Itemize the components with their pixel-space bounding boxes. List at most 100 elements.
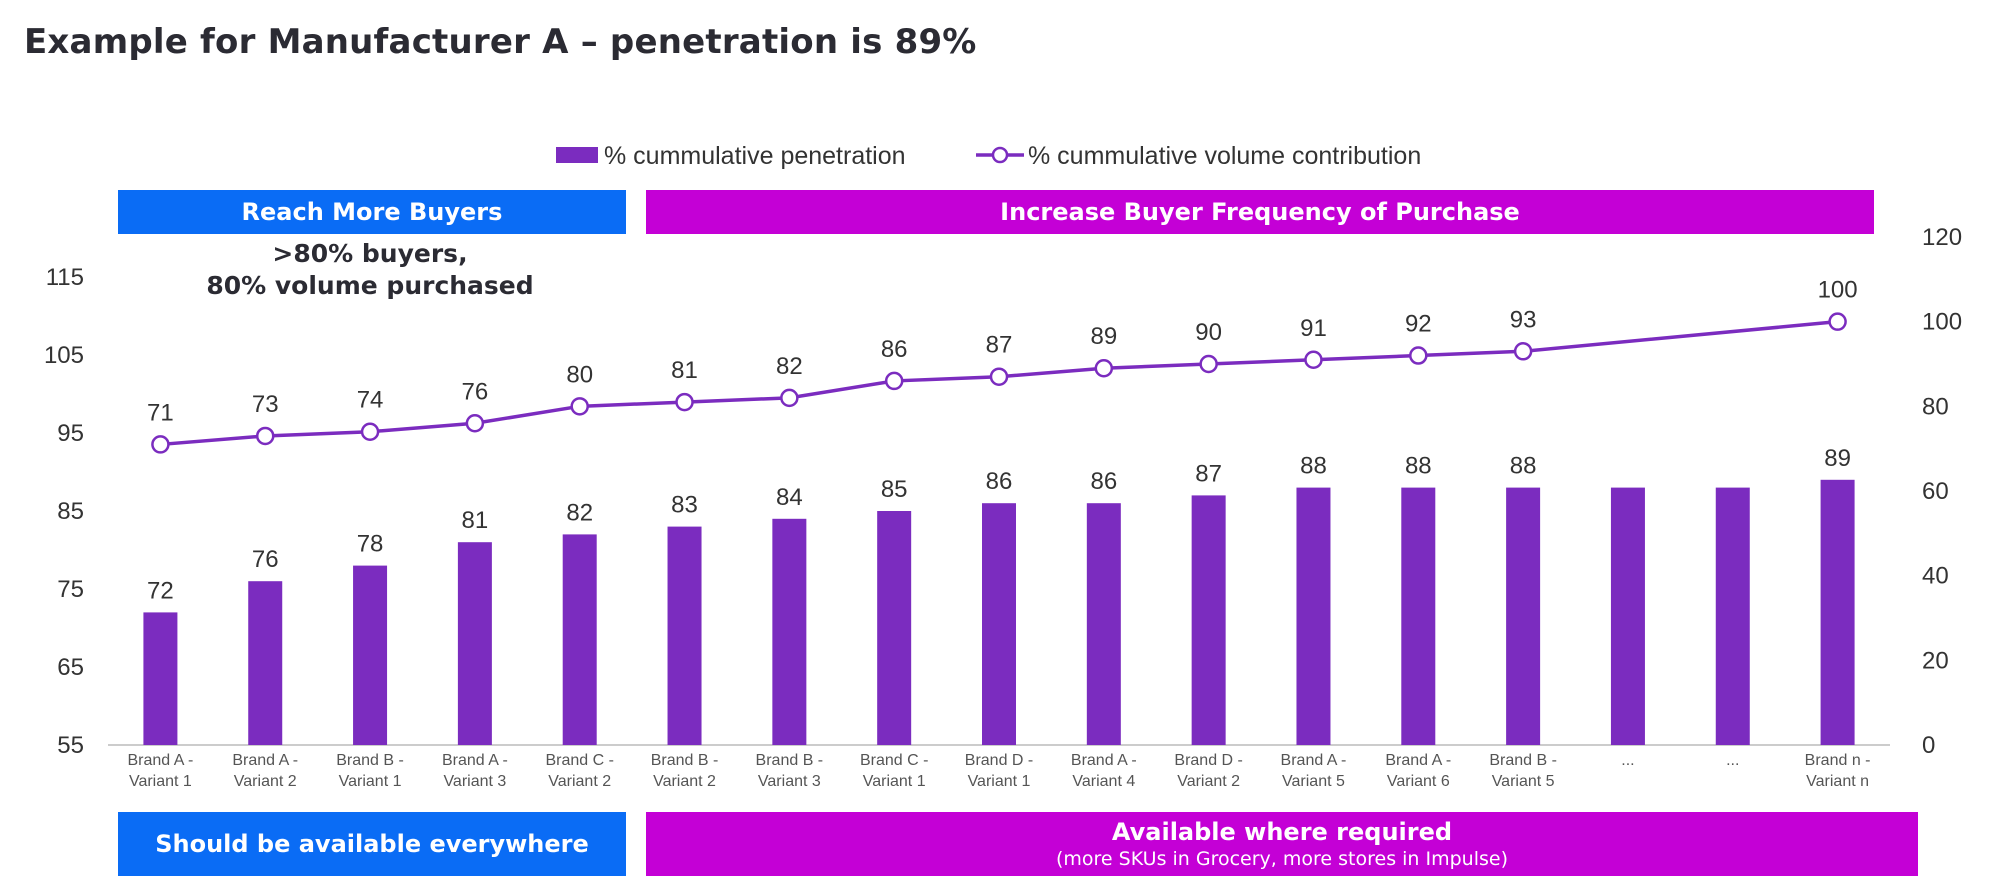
available-where-required-sublabel: (more SKUs in Grocery, more stores in Im… [1055, 848, 1508, 870]
penetration-bar [1506, 487, 1541, 745]
reach-more-buyers-banner: Reach More Buyers [118, 190, 626, 234]
volume-data-label: 80 [566, 361, 593, 388]
volume-data-label: 91 [1300, 315, 1327, 342]
penetration-bar [1086, 503, 1121, 745]
x-tick-label: Brand B - [336, 752, 404, 769]
volume-contribution-marker [884, 371, 904, 391]
y-right-tick-label: 80 [1922, 393, 1949, 420]
x-tick-label: Variant 6 [1387, 773, 1450, 790]
penetration-bar [1401, 487, 1436, 745]
volume-contribution-marker [465, 414, 485, 433]
y-left-tick-label: 75 [57, 576, 84, 603]
x-tick-label: Brand C - [545, 752, 613, 769]
available-where-required-banner: Available where required (more SKUs in G… [646, 812, 1918, 876]
penetration-bar [1610, 487, 1645, 745]
y-right-tick-label: 0 [1922, 732, 1935, 759]
x-tick-label: Variant 5 [1282, 773, 1345, 790]
volume-contribution-marker [151, 435, 170, 454]
x-tick-label: Variant 1 [968, 773, 1031, 790]
reach-more-buyers-label: Reach More Buyers [241, 198, 503, 226]
penetration-data-label: 86 [1090, 468, 1117, 495]
volume-contribution-marker [255, 426, 275, 446]
x-tick-label: Variant n [1806, 773, 1869, 790]
penetration-bar [562, 534, 597, 745]
penetration-bar [457, 542, 492, 745]
penetration-bar [353, 565, 388, 745]
y-left-tick-label: 55 [57, 732, 84, 759]
volume-data-label: 71 [147, 399, 174, 426]
volume-contribution-marker [1304, 350, 1323, 370]
x-tick-label: Variant 3 [758, 773, 821, 790]
x-tick-label: Variant 4 [1072, 773, 1135, 790]
volume-data-label: 74 [357, 387, 384, 414]
volume-data-label: 89 [1090, 323, 1117, 350]
legend-volume-label: % cummulative volume contribution [1028, 142, 1421, 170]
penetration-data-label: 88 [1300, 453, 1327, 480]
penetration-bar [1820, 479, 1855, 745]
volume-contribution-marker [675, 392, 694, 412]
annotation: >80% buyers, 80% volume purchased [200, 238, 540, 302]
y-right-tick-label: 60 [1922, 478, 1949, 505]
increase-frequency-label: Increase Buyer Frequency of Purchase [1000, 198, 1520, 226]
volume-contribution-marker [1409, 346, 1428, 365]
available-where-required-label: Available where required [1111, 818, 1453, 846]
x-tick-label: Brand D - [1174, 752, 1242, 769]
penetration-data-label: 89 [1824, 445, 1851, 472]
penetration-data-label: 86 [986, 468, 1013, 495]
volume-data-label: 90 [1195, 319, 1222, 346]
penetration-data-label: 72 [147, 577, 174, 604]
y-left-tick-label: 115 [46, 264, 84, 291]
available-everywhere-banner: Should be available everywhere [118, 812, 626, 876]
x-tick-label: Variant 2 [234, 773, 297, 790]
penetration-data-label: 83 [671, 492, 698, 519]
x-tick-label: Brand B - [756, 752, 824, 769]
x-tick-label: Variant 2 [653, 773, 716, 790]
penetration-data-label: 87 [1195, 460, 1222, 487]
legend-line-marker [991, 146, 1009, 164]
increase-frequency-banner: Increase Buyer Frequency of Purchase [646, 190, 1874, 234]
y-left-tick-label: 85 [57, 498, 84, 525]
penetration-bar [667, 526, 702, 745]
penetration-bar [982, 503, 1016, 745]
y-right-tick-label: 100 [1922, 309, 1962, 336]
x-tick-label: Brand C - [860, 752, 928, 769]
y-left-tick-label: 65 [57, 654, 84, 681]
volume-contribution-marker [780, 388, 799, 408]
penetration-data-label: 78 [357, 531, 384, 558]
annotation-line-1: >80% buyers, [272, 239, 468, 268]
y-right-tick-label: 20 [1922, 647, 1949, 674]
penetration-data-label: 85 [881, 476, 908, 503]
y-right-tick-label: 120 [1922, 224, 1962, 251]
x-tick-label: Brand B - [651, 752, 719, 769]
x-tick-label: Variant 3 [443, 773, 506, 790]
penetration-bar [877, 511, 912, 745]
x-tick-label: Brand A - [232, 752, 298, 769]
x-tick-label: Brand A - [1071, 752, 1137, 769]
x-tick-label: ... [1621, 752, 1634, 769]
volume-data-label: 86 [881, 336, 908, 363]
volume-data-label: 93 [1510, 306, 1537, 333]
penetration-data-label: 88 [1510, 453, 1537, 480]
penetration-bar [1191, 495, 1226, 745]
available-everywhere-label: Should be available everywhere [155, 830, 589, 858]
x-tick-label: Variant 2 [1177, 773, 1240, 790]
x-tick-label: Variant 2 [548, 773, 611, 790]
legend-bar-swatch [556, 147, 598, 163]
x-tick-label: Variant 1 [129, 773, 192, 790]
penetration-data-label: 84 [776, 484, 803, 511]
volume-contribution-marker [989, 367, 1009, 386]
x-tick-label: Brand A - [442, 752, 508, 769]
penetration-data-label: 82 [566, 499, 593, 526]
x-tick-label: Brand n - [1805, 752, 1871, 769]
volume-contribution-marker [1513, 342, 1533, 361]
x-tick-label: Variant 5 [1492, 773, 1555, 790]
y-right-tick-label: 40 [1922, 563, 1949, 590]
penetration-bar [143, 612, 178, 745]
annotation-line-2: 80% volume purchased [206, 271, 534, 300]
penetration-bar [772, 518, 807, 745]
x-tick-label: Brand B - [1489, 752, 1557, 769]
volume-contribution-marker [360, 422, 380, 441]
volume-data-label: 73 [252, 391, 279, 418]
page-title: Example for Manufacturer A – penetration… [24, 22, 977, 62]
